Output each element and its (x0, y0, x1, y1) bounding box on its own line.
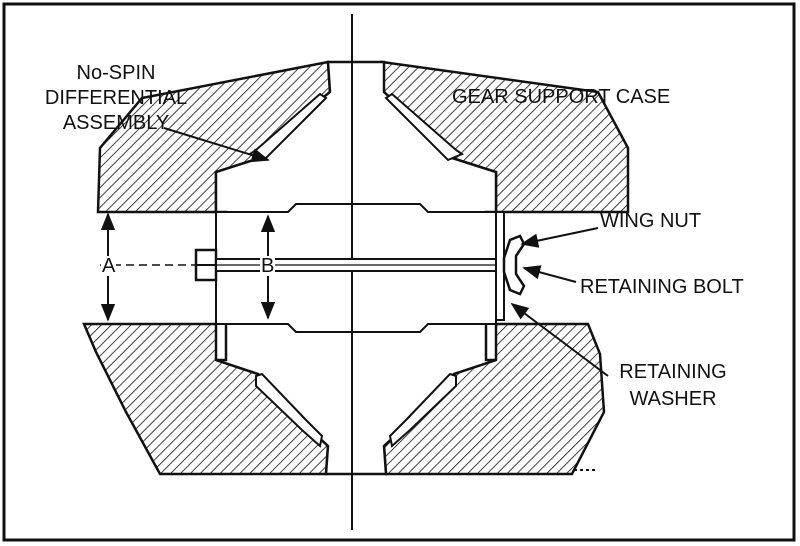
label-retaining-washer-line1: RETAINING (619, 361, 727, 383)
wing-nut (502, 234, 526, 296)
retaining-bolt (194, 248, 511, 282)
label-nospin-line2: DIFFERENTIAL (44, 87, 188, 109)
dimension-b-label: B (260, 255, 276, 277)
label-wing-nut: WING NUT (600, 210, 702, 232)
label-nospin-line1: No-SPIN (76, 62, 156, 84)
label-retaining-washer-line2: WASHER (629, 388, 717, 410)
label-gear-support-case: GEAR SUPPORT CASE (452, 86, 671, 108)
dimension-a-label: A (101, 255, 117, 277)
leader-retaining-bolt (522, 265, 577, 283)
label-nospin-line3: ASSEMBLY (62, 112, 170, 134)
leader-nospin (163, 127, 270, 163)
leader-wing-nut (520, 227, 599, 248)
leader-retaining-washer (510, 302, 609, 377)
label-retaining-bolt: RETAINING BOLT (580, 276, 744, 298)
upper-case-section (96, 60, 630, 214)
